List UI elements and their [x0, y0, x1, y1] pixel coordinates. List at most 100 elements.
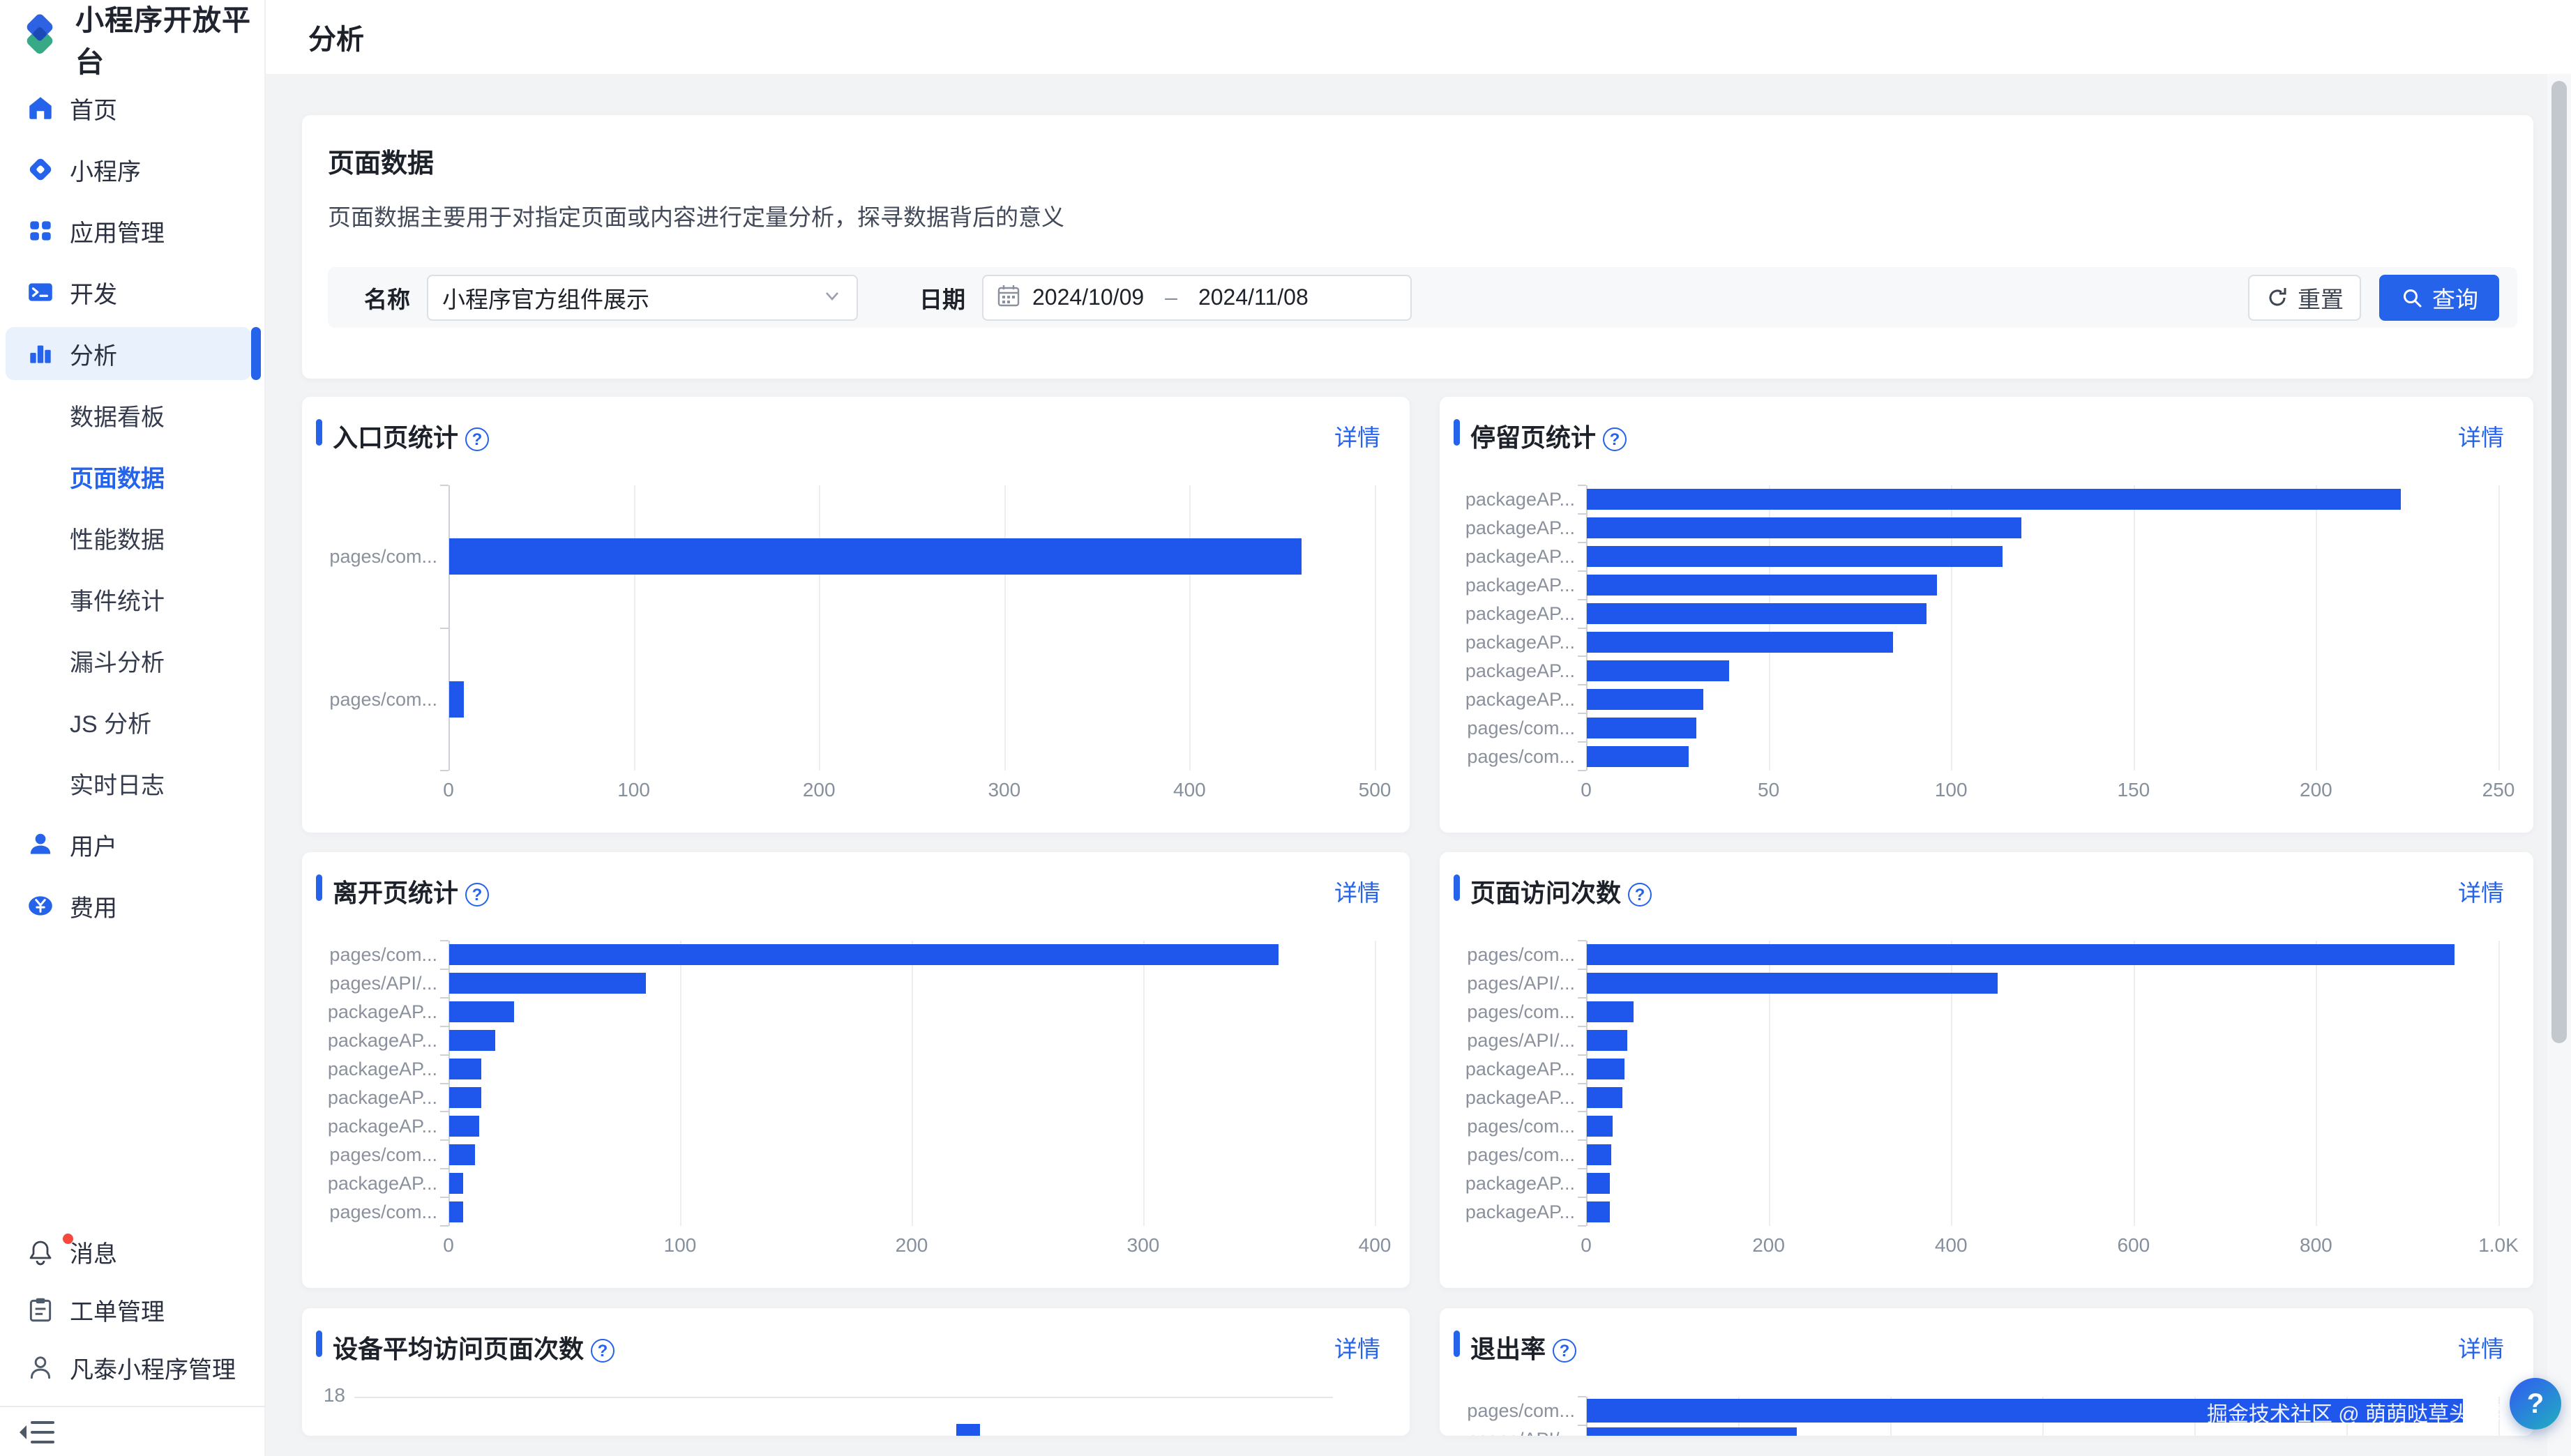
sidebar-subitem-数据看板[interactable]: 数据看板 [6, 384, 259, 446]
calendar-icon [996, 283, 1021, 312]
bar-pages/API/...[interactable] [1587, 1030, 1627, 1052]
gridline [819, 485, 821, 771]
help-circle-icon[interactable]: ? [465, 427, 490, 451]
sidebar-item-消息[interactable]: 消息 [6, 1221, 259, 1282]
date-range-picker[interactable]: 2024/10/09 – 2024/11/08 [982, 274, 1412, 321]
y-axis-tick [1578, 1424, 1586, 1426]
bar-packageAP...[interactable] [1587, 688, 1704, 710]
bar-pages/com...[interactable] [449, 944, 1279, 966]
bar-packageAP...[interactable] [449, 1059, 482, 1080]
sidebar-subitem-漏斗分析[interactable]: 漏斗分析 [6, 630, 259, 691]
query-button[interactable]: 查询 [2379, 274, 2499, 321]
collapse-sidebar-icon[interactable] [17, 1416, 59, 1449]
category-label: pages/com... [329, 1144, 437, 1165]
clipboard-icon [25, 1294, 56, 1325]
bar-pages/com...[interactable] [1587, 1144, 1612, 1165]
bar-pages/com...[interactable] [449, 1201, 463, 1222]
bar-packageAP...[interactable] [1587, 1059, 1624, 1080]
sidebar-item-开发[interactable]: 开发 [6, 261, 259, 323]
bar-packageAP...[interactable] [1587, 660, 1730, 681]
page-title: 分析 [308, 24, 364, 55]
x-axis-tick-label: 600 [2117, 1234, 2150, 1256]
sidebar-item-凡泰小程序管理[interactable]: 凡泰小程序管理 [6, 1337, 259, 1398]
chart-card-页面访问次数: 页面访问次数? 详情 0 200 400 600 800 1.0K pages/com... pa… [1440, 852, 2533, 1288]
chart-detail-link[interactable]: 详情 [1334, 880, 1380, 906]
scrollbar-thumb[interactable] [2551, 81, 2567, 1043]
bar-pages/com...[interactable] [1587, 745, 1689, 767]
bar-pages/API/...[interactable] [1587, 973, 1998, 994]
sidebar-item-首页[interactable]: 首页 [6, 77, 259, 139]
bar-packageAP...[interactable] [449, 1001, 514, 1023]
sidebar-subitem-实时日志[interactable]: 实时日志 [6, 752, 259, 814]
bar-pages/com...[interactable] [449, 538, 1302, 575]
bar-pages/com...[interactable] [1587, 717, 1696, 738]
sidebar-item-用户[interactable]: 用户 [6, 814, 259, 875]
bar-packageAP...[interactable] [1587, 489, 2401, 510]
bar-pages/com...[interactable] [449, 681, 465, 718]
chart-detail-link[interactable]: 详情 [2458, 880, 2504, 906]
sidebar-subitem-页面数据[interactable]: 页面数据 [6, 446, 259, 507]
category-label: pages/API/... [1467, 973, 1575, 994]
sidebar-item-分析[interactable]: 分析 [6, 323, 261, 384]
chart-detail-link[interactable]: 详情 [2458, 425, 2504, 450]
sidebar-subitem-JS 分析[interactable]: JS 分析 [6, 691, 259, 752]
sidebar-item-label: 凡泰小程序管理 [70, 1356, 236, 1383]
bar-packageAP...[interactable] [1587, 631, 1894, 653]
y-axis-tick [1578, 968, 1586, 970]
floating-help-button[interactable]: ? [2510, 1378, 2561, 1430]
bar-packageAP...[interactable] [449, 1030, 496, 1052]
sidebar-item-应用管理[interactable]: 应用管理 [6, 200, 259, 261]
category-label: pages/com... [1467, 1400, 1575, 1422]
bar-pages/com...[interactable] [1587, 1115, 1613, 1137]
y-axis-tick [440, 1054, 448, 1056]
reset-button[interactable]: 重置 [2248, 274, 2361, 321]
bar-packageAP...[interactable] [1587, 1201, 1610, 1222]
bar-packageAP...[interactable] [1587, 546, 2003, 568]
sidebar-subitem-事件统计[interactable]: 事件统计 [6, 568, 259, 630]
bar-packageAP...[interactable] [1587, 517, 2021, 539]
gridline [912, 941, 913, 1226]
gridline [1189, 485, 1191, 771]
bar-pages/com...[interactable] [1587, 1399, 2463, 1423]
vertical-scrollbar[interactable] [2547, 74, 2571, 1456]
x-axis-tick-label: 100 [617, 779, 650, 801]
bar-packageAP...[interactable] [1587, 603, 1927, 625]
bar-pages/com...[interactable] [1587, 1001, 1634, 1023]
y-axis-tick [440, 1197, 448, 1199]
category-label: packageAP... [1465, 688, 1575, 710]
bell-icon [25, 1234, 73, 1267]
bar-packageAP...[interactable] [449, 1086, 482, 1108]
date-end-value[interactable]: 2024/11/08 [1198, 285, 1309, 310]
bar-packageAP...[interactable] [1587, 1172, 1610, 1194]
help-circle-icon[interactable]: ? [1628, 883, 1652, 907]
chart-title: 入口页统计? [333, 418, 490, 454]
help-circle-icon[interactable]: ? [465, 883, 490, 907]
bar-packageAP...[interactable] [449, 1172, 463, 1194]
chart-detail-link[interactable]: 详情 [1334, 1336, 1380, 1362]
chart-detail-link[interactable]: 详情 [2458, 1336, 2504, 1362]
bar-packageAP...[interactable] [1587, 575, 1938, 596]
miniapp-name-select[interactable]: 小程序官方组件展示 [427, 274, 858, 321]
bar-packageAP...[interactable] [449, 1115, 480, 1137]
category-label: pages/com... [1467, 1115, 1575, 1137]
help-circle-icon[interactable]: ? [1603, 427, 1627, 451]
sidebar-item-费用[interactable]: 费用 [6, 875, 259, 936]
vertical-bar[interactable] [956, 1424, 980, 1436]
sidebar-item-小程序[interactable]: 小程序 [6, 139, 259, 200]
fee-coin-icon [25, 890, 56, 921]
bar-pages/API/...[interactable] [1587, 1427, 1797, 1436]
sidebar-divider [0, 1406, 266, 1407]
bar-packageAP...[interactable] [1587, 1086, 1622, 1108]
bar-pages/com...[interactable] [449, 1144, 475, 1165]
bar-pages/com...[interactable] [1587, 944, 2455, 966]
category-label: packageAP... [327, 1001, 437, 1023]
filter-card-description: 页面数据主要用于对指定页面或内容进行定量分析，探寻数据背后的意义 [328, 204, 1064, 230]
date-start-value[interactable]: 2024/10/09 [1032, 285, 1145, 310]
bar-pages/API/...[interactable] [449, 973, 647, 994]
sidebar-subitem-label: 实时日志 [70, 772, 165, 799]
help-circle-icon[interactable]: ? [591, 1339, 615, 1363]
sidebar-subitem-性能数据[interactable]: 性能数据 [6, 507, 259, 568]
help-circle-icon[interactable]: ? [1553, 1339, 1577, 1363]
sidebar-item-工单管理[interactable]: 工单管理 [6, 1279, 259, 1340]
chart-detail-link[interactable]: 详情 [1334, 425, 1380, 450]
